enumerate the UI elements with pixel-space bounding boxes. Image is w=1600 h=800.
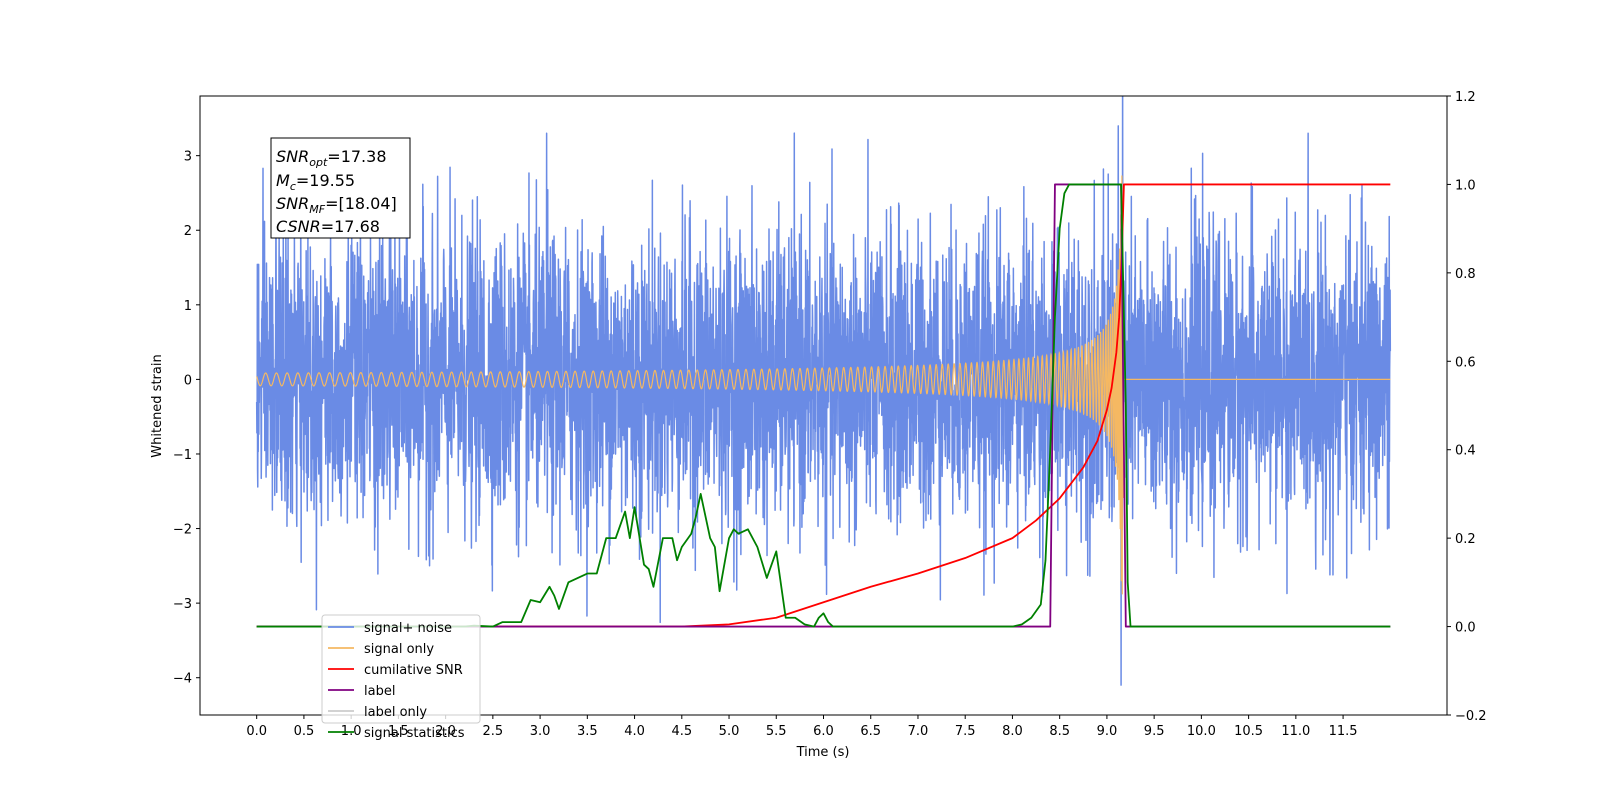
- x-tick-label: 7.0: [908, 724, 929, 739]
- y-tick-label: −3: [173, 597, 192, 612]
- x-tick-label: 7.5: [955, 724, 976, 739]
- y2-tick-label: 0.8: [1455, 267, 1476, 282]
- x-tick-label: 4.0: [624, 724, 645, 739]
- legend-label: label: [364, 684, 395, 699]
- y-tick-label: 3: [184, 150, 192, 165]
- legend-label: signal+ noise: [364, 621, 452, 636]
- legend-label: signal statistics: [364, 726, 465, 741]
- y2-tick-label: 0.0: [1455, 621, 1476, 636]
- y2-tick-label: 0.2: [1455, 532, 1476, 547]
- series-layer: [255, 96, 1392, 686]
- x-tick-label: 2.0: [435, 724, 456, 739]
- legend-frame: [321, 614, 481, 724]
- annotation-csnr: CSNR=17.68: [276, 217, 380, 236]
- y-axis-right: 1.2 1.0 0.8 0.6 0.4 0.2 0.0 −0.2: [1447, 90, 1487, 724]
- x-tick-label: 1.5: [388, 724, 409, 739]
- y2-tick-label: 0.6: [1455, 355, 1476, 370]
- y-axis-left: 3 2 1 0 −1 −2 −3 −4: [173, 150, 200, 687]
- legend-label: cumilative SNR: [364, 663, 463, 678]
- series-cumulative-snr-line: [256, 183, 1391, 628]
- x-tick-label: 4.5: [671, 724, 692, 739]
- x-axis-title: Time (s): [796, 745, 850, 760]
- legend-label: label only: [364, 705, 427, 720]
- x-tick-label: 8.0: [1002, 724, 1023, 739]
- x-axis: 0.0 0.5 1.0 1.5 2.0 2.5 3.0 3.5 4.0 4.5 5.0 5.5 6.0 6…: [246, 715, 1358, 739]
- x-tick-label: 0.5: [294, 724, 315, 739]
- x-tick-label: 10.5: [1234, 724, 1263, 739]
- y-tick-label: −1: [173, 448, 192, 463]
- x-tick-label: 3.0: [530, 724, 551, 739]
- annotation-box: [270, 137, 411, 239]
- y2-tick-label: −0.2: [1455, 709, 1487, 724]
- stats-annotation: SNRopt=17.38 Mc=19.55 SNRMF=[18.04] CSNR…: [270, 137, 411, 239]
- y2-tick-label: 1.0: [1455, 178, 1476, 193]
- x-tick-label: 11.0: [1281, 724, 1310, 739]
- y-tick-label: 2: [184, 224, 192, 239]
- annotation-mc: Mc=19.55: [276, 171, 355, 193]
- x-tick-label: 6.0: [813, 724, 834, 739]
- x-tick-label: 3.5: [577, 724, 598, 739]
- x-tick-label: 10.0: [1187, 724, 1216, 739]
- x-tick-label: 0.0: [246, 724, 267, 739]
- x-tick-label: 9.0: [1097, 724, 1118, 739]
- x-tick-label: 9.5: [1144, 724, 1165, 739]
- series-signal-noise-line: [255, 96, 1392, 686]
- annotation-snr-opt: SNRopt=17.38: [276, 147, 387, 169]
- y-tick-label: 1: [184, 299, 192, 314]
- series-signal-statistics-line: [256, 183, 1391, 628]
- legend-label: signal only: [364, 642, 434, 657]
- y-axis-title: Whitened strain: [150, 354, 165, 457]
- x-tick-label: 8.5: [1049, 724, 1070, 739]
- x-tick-label: 5.0: [719, 724, 740, 739]
- annotation-snr-mf: SNRMF=[18.04]: [276, 194, 397, 216]
- y-tick-label: −4: [173, 672, 192, 687]
- x-tick-label: 5.5: [766, 724, 787, 739]
- legend: signal+ noise signal only cumilative SNR la…: [321, 614, 481, 741]
- x-tick-label: 2.5: [483, 724, 504, 739]
- plot-area: [199, 95, 1448, 716]
- y2-tick-label: 0.4: [1455, 444, 1476, 459]
- x-tick-label: 11.5: [1329, 724, 1358, 739]
- series-signal-only-line: [256, 175, 1391, 595]
- x-tick-label: 6.5: [860, 724, 881, 739]
- y2-tick-label: 1.2: [1455, 90, 1476, 105]
- y-tick-label: 0: [184, 373, 192, 388]
- y-tick-label: −2: [173, 523, 192, 538]
